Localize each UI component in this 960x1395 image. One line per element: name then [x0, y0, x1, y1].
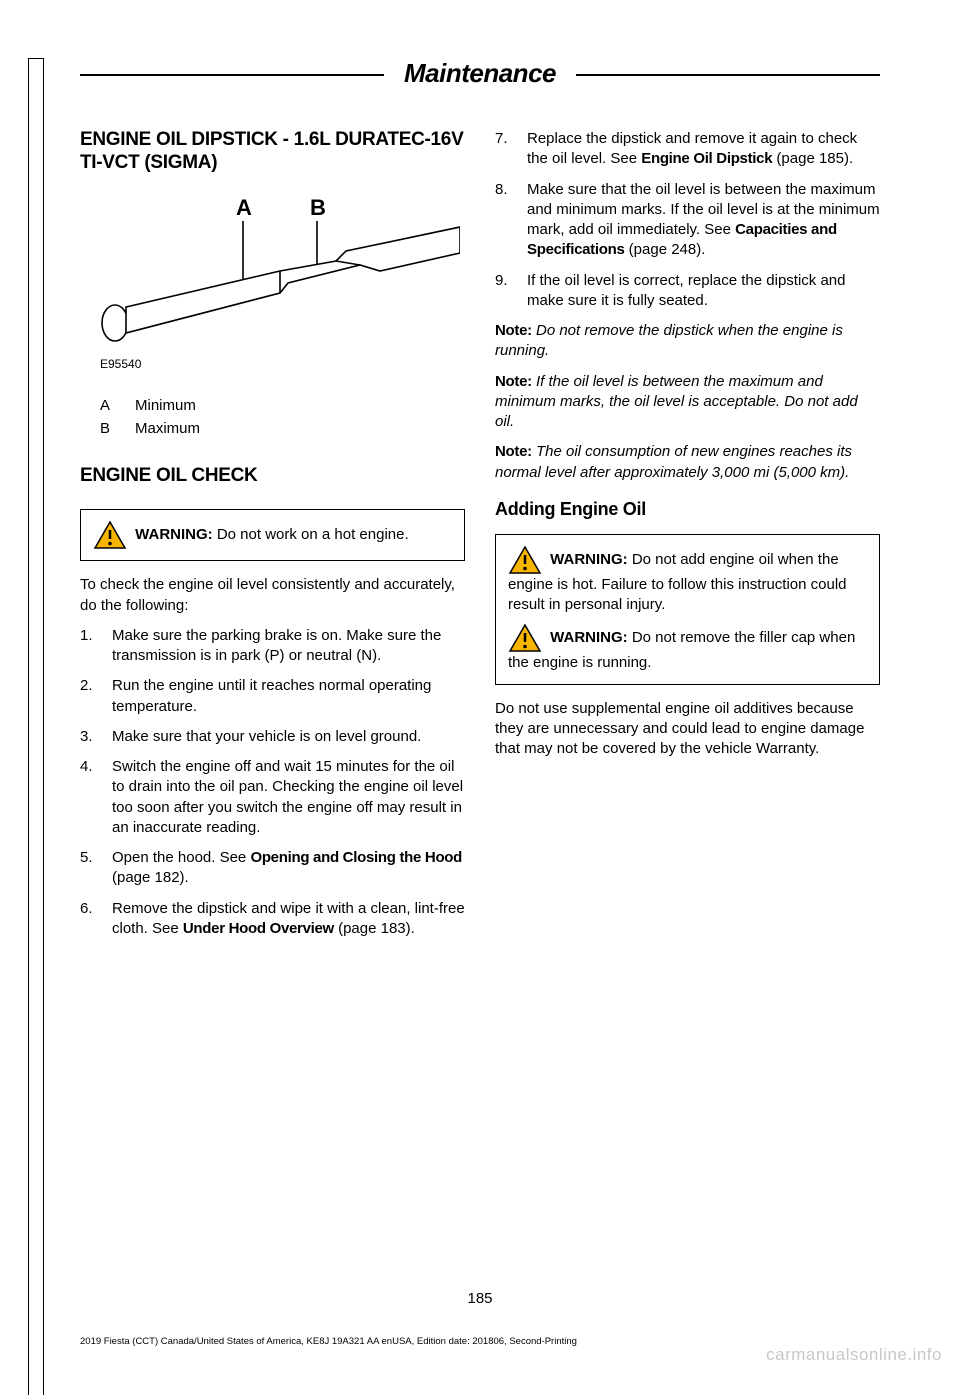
step-5: 5. Open the hood. See Opening and Closin… [80, 848, 465, 889]
legend-key-b: B [80, 420, 135, 437]
subsection-adding-oil: Adding Engine Oil [495, 499, 880, 520]
steps-list-left: 1. Make sure the parking brake is on. Ma… [80, 626, 465, 939]
step-6: 6. Remove the dipstick and wipe it with … [80, 899, 465, 940]
diagram-label-a: A [236, 195, 252, 220]
warning-triangle-icon [508, 623, 542, 653]
step-3: 3. Make sure that your vehicle is on lev… [80, 727, 465, 747]
legend-val-a: Minimum [135, 397, 196, 414]
diagram-ref: E95540 [100, 357, 142, 371]
content-columns: ENGINE OIL DIPSTICK - 1.6L DURATEC-16V T… [80, 129, 880, 949]
page-left-border [28, 58, 44, 1395]
dipstick-diagram: A B E95540 [80, 193, 460, 383]
warning-triangle-icon [93, 520, 127, 550]
footer-text: 2019 Fiesta (CCT) Canada/United States o… [80, 1336, 577, 1347]
legend-key-a: A [80, 397, 135, 414]
warning-box-hot-engine: WARNING: Do not work on a hot engine. [80, 509, 465, 561]
steps-list-right: 7. Replace the dipstick and remove it ag… [495, 129, 880, 311]
legend-val-b: Maximum [135, 420, 200, 437]
intro-text: To check the engine oil level consistent… [80, 575, 465, 616]
watermark: carmanualsonline.info [766, 1345, 942, 1365]
step-7: 7. Replace the dipstick and remove it ag… [495, 129, 880, 170]
step-1: 1. Make sure the parking brake is on. Ma… [80, 626, 465, 667]
page-number: 185 [0, 1290, 960, 1307]
note-1: Note: Do not remove the dipstick when th… [495, 321, 880, 362]
chapter-header: Maintenance [80, 58, 880, 89]
right-column: 7. Replace the dipstick and remove it ag… [495, 129, 880, 949]
step-8: 8. Make sure that the oil level is betwe… [495, 180, 880, 261]
step-9: 9. If the oil level is correct, replace … [495, 271, 880, 312]
closing-text: Do not use supplemental engine oil addit… [495, 699, 880, 760]
warning-box-adding-oil: WARNING: Do not add engine oil when the … [495, 534, 880, 685]
warning-label: WARNING: [135, 526, 213, 543]
diagram-label-b: B [310, 195, 326, 220]
legend-row-b: B Maximum [80, 420, 465, 437]
section-title-dipstick: ENGINE OIL DIPSTICK - 1.6L DURATEC-16V T… [80, 129, 465, 175]
warning-triangle-icon [508, 545, 542, 575]
note-3: Note: The oil consumption of new engines… [495, 442, 880, 483]
step-2: 2. Run the engine until it reaches norma… [80, 676, 465, 717]
section-title-oilcheck: ENGINE OIL CHECK [80, 465, 465, 488]
warning-text: Do not work on a hot engine. [213, 526, 409, 543]
chapter-title: Maintenance [384, 58, 576, 89]
note-2: Note: If the oil level is between the ma… [495, 372, 880, 433]
warning-label: WARNING: [550, 551, 628, 568]
left-column: ENGINE OIL DIPSTICK - 1.6L DURATEC-16V T… [80, 129, 465, 949]
step-4: 4. Switch the engine off and wait 15 min… [80, 757, 465, 838]
legend-row-a: A Minimum [80, 397, 465, 414]
warning-label: WARNING: [550, 629, 628, 646]
